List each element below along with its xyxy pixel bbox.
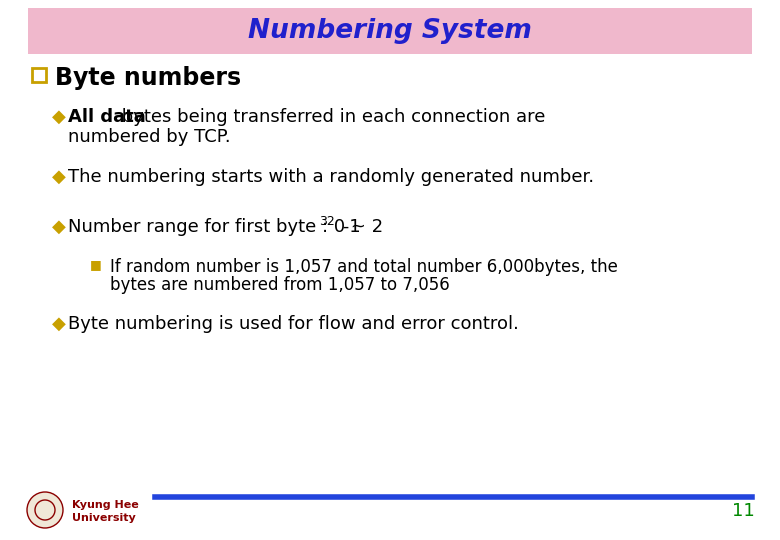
Text: bytes being transferred in each connection are: bytes being transferred in each connecti…	[116, 108, 545, 126]
Text: ■: ■	[90, 258, 101, 271]
Bar	[32, 68, 46, 82]
Text: 11: 11	[732, 502, 755, 520]
Text: Number range for first byte : 0 ~ 2: Number range for first byte : 0 ~ 2	[68, 218, 383, 236]
Text: Byte numbers: Byte numbers	[55, 66, 241, 90]
Text: If random number is 1,057 and total number 6,000bytes, the: If random number is 1,057 and total numb…	[110, 258, 618, 276]
Text: -1: -1	[337, 218, 360, 236]
Text: Numbering System: Numbering System	[248, 18, 532, 44]
Text: bytes are numbered from 1,057 to 7,056: bytes are numbered from 1,057 to 7,056	[110, 276, 450, 294]
Text: University: University	[72, 513, 136, 523]
Text: ◆: ◆	[52, 218, 66, 236]
Bar	[28, 8, 752, 54]
Text: Byte numbering is used for flow and error control.: Byte numbering is used for flow and erro…	[68, 315, 519, 333]
Text: All data: All data	[68, 108, 146, 126]
Text: ◆: ◆	[52, 315, 66, 333]
Text: ◆: ◆	[52, 168, 66, 186]
Text: numbered by TCP.: numbered by TCP.	[68, 128, 231, 146]
Text: ◆: ◆	[52, 108, 66, 126]
Text: The numbering starts with a randomly generated number.: The numbering starts with a randomly gen…	[68, 168, 594, 186]
Text: 32: 32	[319, 215, 335, 228]
Text: Kyung Hee: Kyung Hee	[72, 500, 139, 510]
Circle shape	[27, 492, 63, 528]
